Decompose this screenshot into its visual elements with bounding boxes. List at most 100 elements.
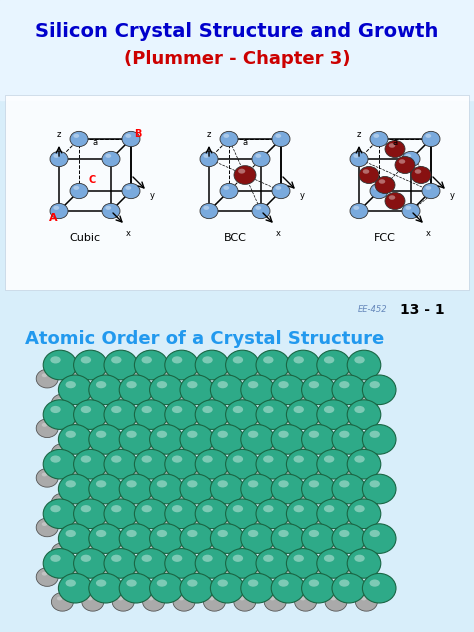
Ellipse shape [239, 448, 245, 452]
Ellipse shape [256, 350, 290, 380]
Ellipse shape [264, 543, 286, 562]
Text: y: y [450, 190, 455, 200]
Ellipse shape [187, 381, 198, 388]
Ellipse shape [279, 419, 301, 437]
Ellipse shape [111, 356, 121, 363]
Ellipse shape [65, 381, 76, 388]
Ellipse shape [355, 356, 365, 363]
Bar [0, 0, 474, 100]
Ellipse shape [315, 374, 321, 377]
Ellipse shape [50, 406, 61, 413]
Ellipse shape [255, 473, 260, 477]
Ellipse shape [142, 406, 152, 413]
Ellipse shape [67, 568, 89, 586]
Ellipse shape [51, 592, 73, 611]
Ellipse shape [332, 425, 365, 454]
Ellipse shape [126, 134, 131, 138]
Ellipse shape [172, 505, 182, 513]
Ellipse shape [220, 183, 238, 198]
Ellipse shape [164, 374, 169, 377]
Ellipse shape [73, 186, 79, 190]
Ellipse shape [295, 444, 317, 463]
Ellipse shape [50, 204, 68, 219]
Ellipse shape [133, 522, 138, 526]
Ellipse shape [219, 518, 241, 537]
Ellipse shape [209, 597, 214, 600]
Ellipse shape [188, 419, 210, 437]
Ellipse shape [309, 430, 319, 438]
Text: BCC: BCC [224, 233, 246, 243]
Ellipse shape [102, 423, 108, 427]
Ellipse shape [301, 375, 335, 404]
Ellipse shape [241, 425, 274, 454]
Ellipse shape [43, 350, 77, 380]
Text: C: C [89, 175, 96, 185]
Ellipse shape [286, 400, 320, 429]
Ellipse shape [96, 480, 106, 487]
Ellipse shape [249, 369, 271, 388]
Ellipse shape [324, 406, 334, 413]
Ellipse shape [363, 425, 396, 454]
Ellipse shape [295, 592, 317, 611]
Ellipse shape [272, 131, 290, 147]
Ellipse shape [248, 530, 258, 537]
Text: (Plummer - Chapter 3): (Plummer - Chapter 3) [124, 50, 350, 68]
Ellipse shape [202, 555, 213, 562]
Ellipse shape [293, 406, 304, 413]
Ellipse shape [347, 350, 381, 380]
Ellipse shape [157, 480, 167, 487]
Ellipse shape [339, 430, 349, 438]
Ellipse shape [324, 356, 334, 363]
Ellipse shape [133, 473, 138, 477]
Text: B: B [134, 129, 141, 139]
Ellipse shape [248, 580, 258, 586]
Ellipse shape [361, 448, 366, 452]
Ellipse shape [135, 350, 168, 380]
Ellipse shape [87, 547, 93, 551]
Ellipse shape [172, 406, 182, 413]
Ellipse shape [148, 497, 154, 501]
Ellipse shape [286, 350, 320, 380]
Ellipse shape [96, 530, 106, 537]
Ellipse shape [234, 394, 256, 413]
Ellipse shape [324, 555, 334, 562]
Ellipse shape [309, 530, 319, 537]
Ellipse shape [180, 573, 214, 603]
Text: FCC: FCC [374, 233, 396, 243]
Ellipse shape [279, 468, 301, 487]
Ellipse shape [87, 398, 93, 402]
Ellipse shape [57, 547, 63, 551]
Ellipse shape [73, 499, 107, 528]
Ellipse shape [72, 423, 78, 427]
Ellipse shape [203, 493, 226, 512]
Ellipse shape [58, 524, 92, 554]
Ellipse shape [339, 381, 349, 388]
Ellipse shape [278, 580, 289, 586]
Ellipse shape [143, 444, 164, 463]
Ellipse shape [241, 573, 274, 603]
Ellipse shape [301, 573, 335, 603]
Ellipse shape [179, 497, 184, 501]
Ellipse shape [224, 374, 229, 377]
Ellipse shape [332, 524, 365, 554]
Ellipse shape [165, 499, 199, 528]
Ellipse shape [179, 597, 184, 600]
Ellipse shape [42, 522, 47, 526]
Ellipse shape [256, 499, 290, 528]
Ellipse shape [325, 543, 347, 562]
Ellipse shape [87, 497, 93, 501]
Ellipse shape [374, 134, 379, 138]
Ellipse shape [73, 449, 107, 479]
Ellipse shape [165, 549, 199, 578]
Ellipse shape [158, 419, 180, 437]
Ellipse shape [157, 430, 167, 438]
Ellipse shape [279, 369, 301, 388]
Ellipse shape [219, 369, 241, 388]
Ellipse shape [165, 400, 199, 429]
Ellipse shape [332, 474, 365, 504]
Ellipse shape [340, 468, 362, 487]
Ellipse shape [133, 572, 138, 576]
Ellipse shape [325, 493, 347, 512]
Text: 13 - 1: 13 - 1 [400, 303, 445, 317]
Ellipse shape [263, 505, 273, 513]
